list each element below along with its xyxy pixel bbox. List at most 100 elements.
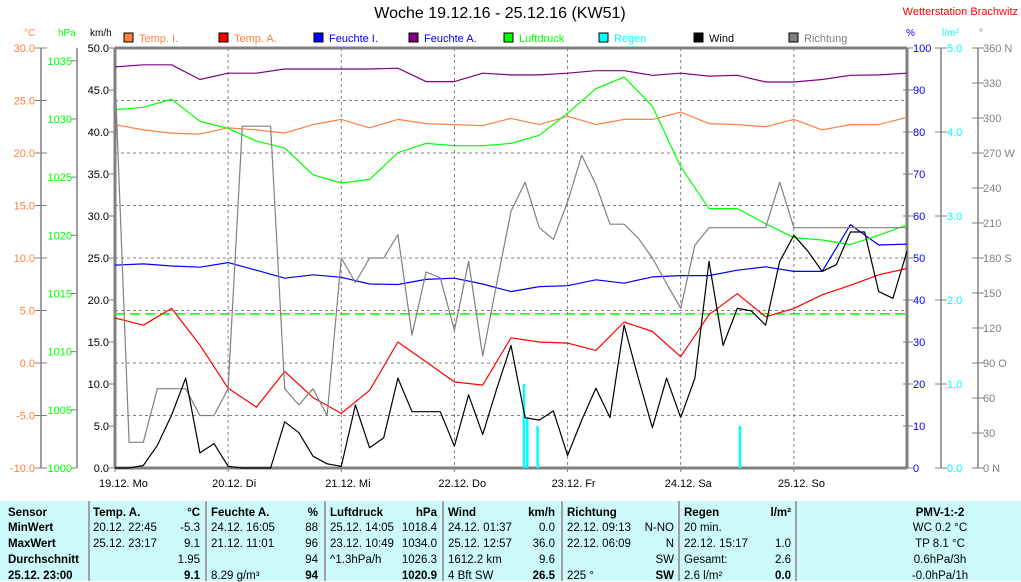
- direction-tick-label: 300: [983, 113, 1001, 125]
- humidity-tick-label: 0: [913, 463, 919, 475]
- wind-tick-label: 0.0: [94, 463, 109, 475]
- series-line-richtung: [114, 74, 907, 443]
- pressure-tick-label: 1005: [48, 405, 72, 417]
- column-unit: km/h: [528, 507, 555, 519]
- pmv-line: WC 0.2 °C: [912, 522, 968, 534]
- rain-tick-label: 1.0: [947, 379, 962, 391]
- legend-label: Luftdruck: [519, 33, 565, 45]
- cell-detail: 4 Bft SW: [448, 570, 494, 582]
- wind-tick-label: 35.0: [88, 169, 109, 181]
- cell-value: 94: [305, 554, 318, 566]
- row-label: MaxWert: [8, 538, 56, 550]
- humidity-tick-label: 50: [913, 253, 925, 265]
- row-label: Sensor: [8, 507, 47, 519]
- direction-unit-label: °: [979, 28, 983, 39]
- series-line-feuchte-a: [114, 64, 908, 83]
- legend-swatch: [408, 32, 419, 43]
- direction-tick-label: 30: [983, 428, 995, 440]
- cell-value: 26.5: [532, 570, 555, 582]
- cell-value: 96: [305, 538, 318, 550]
- direction-tick-label: 120: [983, 323, 1001, 335]
- wind-tick-label: 10.0: [88, 379, 109, 391]
- column-unit: °C: [187, 507, 200, 519]
- column-header: Wind: [448, 507, 476, 519]
- pmv-line: TP 8.1 °C: [915, 538, 965, 550]
- humidity-tick-label: 70: [913, 169, 925, 181]
- humidity-tick-label: 60: [913, 211, 925, 223]
- wind-unit-label: km/h: [90, 28, 112, 39]
- temp-tick-label: 15.0: [14, 201, 35, 213]
- statistics-table: Sensor MinWert MaxWert Durchschnitt 25.12. 2…: [0, 501, 1021, 582]
- station-name: Wetterstation Brachwitz: [902, 6, 1018, 18]
- column-separator: [561, 501, 563, 581]
- column-header: Feuchte A.: [211, 507, 270, 519]
- cell-detail: 22.12. 09:13: [567, 522, 631, 534]
- cell-value: 1.0: [775, 538, 791, 550]
- legend-label: Feuchte A.: [424, 33, 477, 45]
- legend-swatch: [693, 32, 704, 43]
- column-separator: [442, 501, 444, 581]
- rain-tick-label: 2.0: [947, 295, 962, 307]
- chart-title: Woche 19.12.16 - 25.12.16 (KW51): [374, 5, 626, 22]
- cell-value: N-NO: [644, 522, 674, 534]
- humidity-tick-label: 80: [913, 127, 925, 139]
- cell-detail: 24.12. 01:37: [448, 522, 512, 534]
- x-tick-label: 24.12. Sa: [665, 478, 713, 490]
- cell-detail: 25.12. 14:05: [330, 522, 394, 534]
- direction-tick-label: 150: [983, 288, 1001, 300]
- cell-value: 0.0: [775, 570, 791, 582]
- row-label: MinWert: [8, 522, 54, 534]
- column-separator: [205, 501, 207, 581]
- rain-bar: [522, 384, 526, 468]
- column-unit: %: [307, 507, 318, 519]
- direction-tick-label: 180 S: [983, 253, 1012, 265]
- humidity-tick-label: 100: [913, 43, 931, 55]
- legend-swatch: [218, 32, 229, 43]
- column-header: Temp. A.: [93, 507, 141, 519]
- row-label: Durchschnitt: [8, 554, 79, 566]
- x-tick-label: 23.12. Fr: [552, 478, 596, 490]
- pmv-header: PMV-1:-2: [915, 507, 965, 519]
- temp-tick-label: -10.0: [10, 463, 35, 475]
- column-separator: [678, 501, 680, 581]
- direction-tick-label: 240: [983, 183, 1001, 195]
- wind-tick-label: 5.0: [94, 421, 109, 433]
- cell-value: 1034.0: [401, 538, 437, 550]
- direction-tick-label: 270 W: [983, 148, 1015, 160]
- x-tick-label: 21.12. Mi: [325, 478, 370, 490]
- cell-detail: 20 min.: [684, 522, 722, 534]
- series-line-feuchte-i: [114, 224, 908, 293]
- temp-tick-label: 10.0: [14, 253, 35, 265]
- rain-bar: [526, 417, 529, 468]
- cell-detail: 24.12. 16:05: [211, 522, 275, 534]
- column-header: Luftdruck: [330, 507, 384, 519]
- series-line-luftdruck: [114, 76, 908, 246]
- humidity-tick-label: 10: [913, 421, 925, 433]
- temp-tick-label: 0.0: [20, 358, 35, 370]
- legend-label: Wind: [709, 33, 734, 45]
- cell-value: 36.0: [532, 538, 555, 550]
- humidity-tick-label: 40: [913, 295, 925, 307]
- wind-tick-label: 50.0: [88, 43, 109, 55]
- cell-detail: Gesamt:: [684, 554, 728, 566]
- pmv-line: -0.0hPa/1h: [911, 570, 969, 582]
- legend-swatch: [313, 32, 324, 43]
- cell-value: SW: [655, 570, 674, 582]
- column-header: Richtung: [567, 507, 617, 519]
- rain-bar: [738, 426, 742, 468]
- humidity-tick-label: 20: [913, 379, 925, 391]
- direction-tick-label: 330: [983, 78, 1001, 90]
- legend-label: Richtung: [804, 33, 847, 45]
- cell-detail: 22.12. 06:09: [567, 538, 631, 550]
- temp-tick-label: -5.0: [16, 411, 35, 423]
- wind-tick-label: 40.0: [88, 127, 109, 139]
- rain-tick-label: 4.0: [947, 127, 962, 139]
- weather-chart: 19.12. Mo 20.12. Di 21.12. Mi 22.12. Do 23.1…: [10, 28, 1015, 490]
- rain-tick-label: 0.0: [947, 463, 962, 475]
- cell-value: -5.3: [180, 522, 200, 534]
- pressure-tick-label: 1030: [48, 114, 72, 126]
- cell-detail: 23.12. 10:49: [330, 538, 394, 550]
- column-separator: [88, 501, 90, 581]
- cell-detail: 2.6 l/m²: [684, 570, 723, 582]
- cell-value: 1020.9: [401, 570, 437, 582]
